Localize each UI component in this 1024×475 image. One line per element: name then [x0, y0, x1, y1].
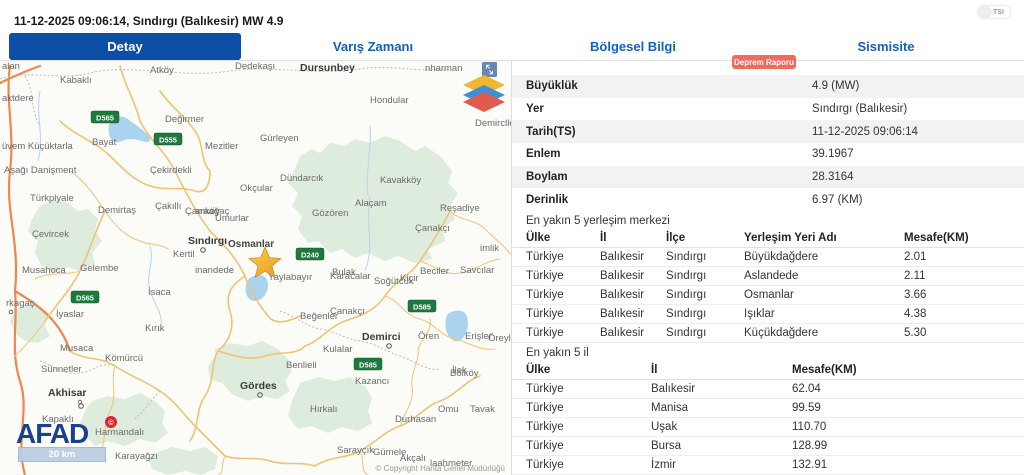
- svg-text:Umurlar: Umurlar: [215, 213, 249, 224]
- svg-text:Dedekaşı: Dedekaşı: [235, 61, 275, 72]
- svg-text:Çakıllı: Çakıllı: [155, 201, 181, 212]
- svg-text:Soğütcük: Soğütcük: [374, 276, 414, 287]
- svg-text:Karayağzı: Karayağzı: [115, 451, 158, 462]
- svg-text:Sındırgı: Sındırgı: [188, 235, 227, 247]
- svg-text:Çanakçı: Çanakçı: [415, 223, 450, 234]
- svg-text:Çevircek: Çevircek: [32, 229, 69, 240]
- svg-text:Bulak: Bulak: [332, 267, 356, 278]
- svg-text:Reşadiye: Reşadiye: [440, 203, 480, 214]
- svg-text:Erişler: Erişler: [465, 331, 492, 342]
- svg-text:nharman: nharman: [425, 63, 463, 74]
- svg-text:inandede: inandede: [195, 265, 234, 276]
- svg-text:Bölköy: Bölköy: [450, 368, 479, 379]
- svg-text:Dündarcık: Dündarcık: [280, 173, 324, 184]
- svg-text:Tavak: Tavak: [470, 404, 495, 415]
- svg-text:İsaca: İsaca: [148, 287, 171, 298]
- svg-text:Mezitler: Mezitler: [205, 141, 238, 152]
- svg-text:D555: D555: [159, 136, 177, 145]
- svg-text:Kırık: Kırık: [145, 323, 165, 334]
- svg-text:Demirci: Demirci: [362, 331, 401, 343]
- svg-text:Okçular: Okçular: [240, 183, 273, 194]
- svg-text:Kazancı: Kazancı: [355, 376, 389, 387]
- svg-text:Gördes: Gördes: [240, 380, 277, 392]
- svg-text:AFAD: AFAD: [16, 418, 89, 449]
- svg-text:Dursunbey: Dursunbey: [300, 62, 355, 74]
- svg-text:Akhisar: Akhisar: [48, 387, 87, 399]
- svg-text:D565: D565: [96, 114, 114, 123]
- svg-text:Türkplyale: Türkplyale: [30, 193, 74, 204]
- svg-text:Savcılar: Savcılar: [460, 265, 494, 276]
- svg-text:Gürleyen: Gürleyen: [260, 133, 299, 144]
- svg-text:Kertil: Kertil: [173, 249, 195, 260]
- svg-text:Sünnetler: Sünnetler: [41, 364, 82, 375]
- svg-text:alan: alan: [2, 61, 20, 72]
- svg-text:Atköy: Atköy: [150, 65, 174, 76]
- svg-text:Değirmer: Değirmer: [165, 114, 204, 125]
- svg-text:©: ©: [108, 419, 114, 427]
- svg-text:Hondular: Hondular: [370, 95, 409, 106]
- svg-text:aktdere: aktdere: [2, 93, 34, 104]
- svg-text:Demircller: Demircller: [475, 118, 512, 129]
- svg-text:Ören: Ören: [418, 331, 439, 342]
- svg-text:D240: D240: [301, 251, 319, 260]
- svg-text:D585: D585: [359, 361, 377, 370]
- svg-text:Musahoca: Musahoca: [22, 265, 67, 276]
- svg-text:Kabaklı: Kabaklı: [60, 75, 92, 86]
- svg-text:D585: D585: [413, 303, 431, 312]
- svg-text:Kulalar: Kulalar: [323, 344, 353, 355]
- svg-text:Gözören: Gözören: [312, 208, 348, 219]
- svg-text:Alaçam: Alaçam: [355, 198, 387, 209]
- svg-text:Bayat: Bayat: [92, 137, 117, 148]
- svg-text:Çanakçı: Çanakçı: [330, 306, 365, 317]
- svg-text:Demirtaş: Demirtaş: [98, 205, 136, 216]
- svg-text:Kavakköy: Kavakköy: [380, 175, 421, 186]
- svg-text:Akçalı: Akçalı: [400, 453, 426, 464]
- svg-text:Gelembe: Gelembe: [80, 263, 119, 274]
- svg-text:Sarayçık: Sarayçık: [337, 445, 374, 456]
- svg-text:Çekirdekli: Çekirdekli: [150, 165, 192, 176]
- svg-text:rkagaç: rkagaç: [6, 298, 35, 309]
- svg-text:Beciler: Beciler: [420, 266, 449, 277]
- svg-text:imlik: imlik: [480, 243, 499, 254]
- svg-text:D565: D565: [76, 294, 94, 303]
- svg-text:Hırkalı: Hırkalı: [310, 404, 337, 415]
- svg-text:Kömürcü: Kömürcü: [105, 353, 143, 364]
- svg-text:Musaca: Musaca: [60, 343, 94, 354]
- svg-text:İyaslar: İyaslar: [56, 309, 84, 320]
- svg-text:Durhasan: Durhasan: [395, 414, 436, 425]
- svg-text:Aşağı Danişment: Aşağı Danişment: [4, 165, 77, 176]
- svg-text:Omu: Omu: [438, 404, 459, 415]
- svg-text:üvem Küçüktarla: üvem Küçüktarla: [2, 141, 73, 152]
- svg-text:Benlieli: Benlieli: [286, 360, 317, 371]
